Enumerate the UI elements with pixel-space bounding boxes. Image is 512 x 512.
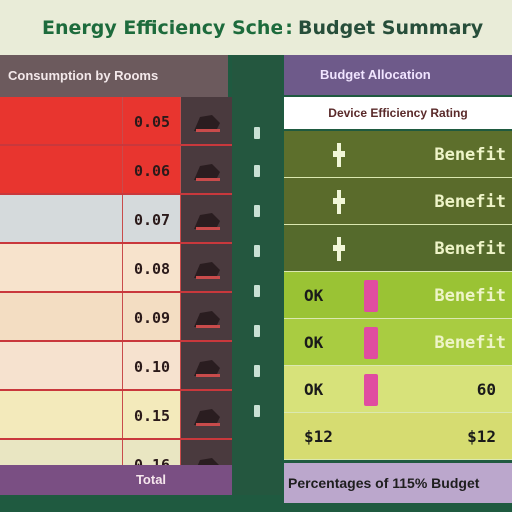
divider-dot: [254, 365, 260, 377]
title-separator: :: [285, 17, 293, 39]
row-value: 0.05: [133, 113, 171, 131]
row-color-cell: [0, 97, 123, 144]
divider-dot: [254, 165, 260, 177]
budget-table-header: Budget Allocation: [284, 55, 512, 95]
table-row[interactable]: $12 $12: [284, 413, 512, 460]
divider-dot: [254, 405, 260, 417]
appliance-icon: [194, 115, 220, 132]
table-row[interactable]: OK 60: [284, 366, 512, 413]
divider-dot: [254, 127, 260, 139]
row-value: 0.06: [133, 162, 171, 180]
row-value-cell: [123, 293, 181, 340]
row-color-cell: [0, 146, 123, 193]
table-row[interactable]: 0.09: [0, 293, 232, 342]
budget-table-footer: Percentages of 115% Budget: [284, 463, 512, 503]
consumption-table: Consumption by Rooms 0.05 0.06 0.07 0.08…: [0, 55, 232, 495]
pin-icon: [333, 237, 345, 261]
row-status: OK: [304, 380, 324, 399]
table-row[interactable]: Benefit: [284, 225, 512, 272]
pin-icon: [333, 190, 345, 214]
budget-table-subheader: Device Efficiency Rating: [284, 97, 512, 129]
divider-dot: [254, 245, 260, 257]
row-label: Benefit: [434, 145, 506, 165]
row-indicator: [364, 327, 378, 359]
row-indicator: [364, 374, 378, 406]
table-row[interactable]: OK Benefit: [284, 319, 512, 366]
row-value-cell: [123, 146, 181, 193]
footer-total-label: Total: [135, 472, 167, 487]
row-value-cell: [123, 391, 181, 438]
consumption-table-footer: Total: [0, 465, 232, 495]
appliance-icon: [194, 262, 220, 279]
row-status: OK: [304, 286, 324, 305]
row-value: 0.09: [133, 309, 171, 327]
divider-dot: [254, 285, 260, 297]
row-value-cell: [123, 342, 181, 389]
page-title: Energy Efficiency Scheme: [42, 17, 282, 39]
row-label: Benefit: [434, 286, 506, 306]
row-value-cell: [123, 195, 181, 242]
row-color-cell: [0, 244, 123, 291]
top-bar: Energy Efficiency Scheme : Budget Summar…: [0, 0, 512, 55]
row-color-cell: [0, 391, 123, 438]
appliance-icon: [194, 213, 220, 230]
row-value: $12: [467, 427, 496, 446]
table-row[interactable]: 0.07: [0, 195, 232, 244]
row-value: 0.10: [133, 358, 171, 376]
table-row[interactable]: 0.15: [0, 391, 232, 440]
row-color-cell: [0, 293, 123, 340]
page-subtitle: Budget Summary: [298, 17, 484, 39]
table-row[interactable]: 0.05: [0, 97, 232, 146]
consumption-table-header: Consumption by Rooms: [0, 55, 228, 97]
row-color-cell: [0, 342, 123, 389]
budget-table: Budget Allocation Device Efficiency Rati…: [284, 55, 512, 495]
table-row[interactable]: Benefit: [284, 178, 512, 225]
column-divider: [232, 55, 282, 495]
row-label: Benefit: [434, 239, 506, 259]
divider-dot: [254, 325, 260, 337]
row-value-cell: [123, 244, 181, 291]
appliance-icon: [194, 360, 220, 377]
table-row[interactable]: 0.08: [0, 244, 232, 293]
row-status: OK: [304, 333, 324, 352]
row-color-cell: [0, 195, 123, 242]
pin-icon: [333, 143, 345, 167]
row-label: Benefit: [434, 192, 506, 212]
table-row[interactable]: OK Benefit: [284, 272, 512, 319]
appliance-icon: [194, 311, 220, 328]
footer-percentage-label: Percentages of 115% Budget: [288, 475, 480, 491]
divider-dot: [254, 205, 260, 217]
row-value: 0.07: [133, 211, 171, 229]
row-indicator: [364, 280, 378, 312]
row-value: 0.15: [133, 407, 171, 425]
row-value: 60: [476, 380, 496, 399]
table-row[interactable]: 0.06: [0, 146, 232, 195]
table-row[interactable]: 0.10: [0, 342, 232, 391]
row-label: Benefit: [434, 333, 506, 353]
row-value: 0.08: [133, 260, 171, 278]
appliance-icon: [194, 164, 220, 181]
table-row[interactable]: Benefit: [284, 131, 512, 178]
row-status: $12: [304, 427, 333, 446]
appliance-icon: [194, 409, 220, 426]
row-value-cell: [123, 97, 181, 144]
